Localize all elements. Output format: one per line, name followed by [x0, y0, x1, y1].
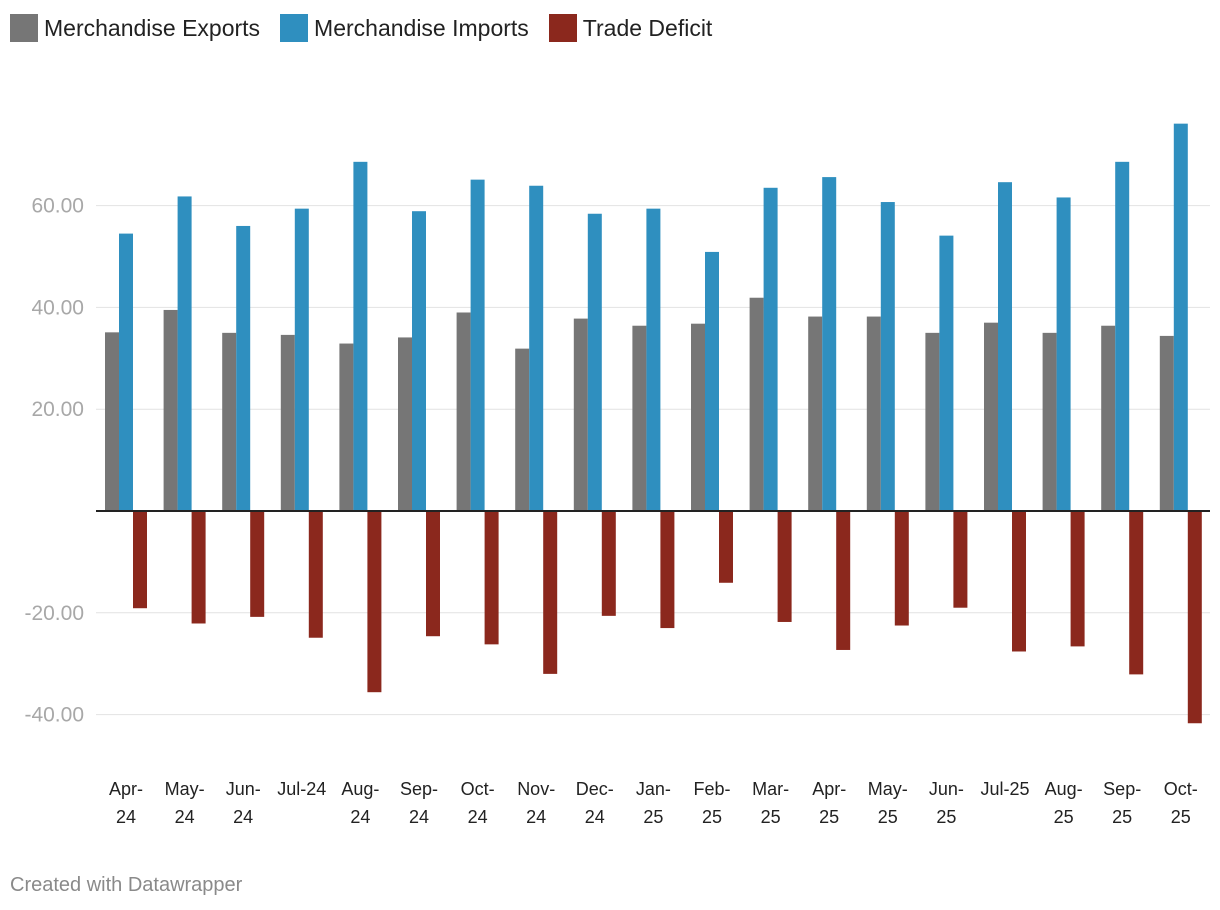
x-tick-label: Jul-24	[277, 779, 326, 799]
bar-trade-deficit	[484, 511, 499, 645]
bar-merchandise-exports	[573, 318, 588, 511]
bar-merchandise-exports	[925, 332, 940, 511]
x-tick-label: Nov-24	[517, 779, 555, 827]
legend-item-exports: Merchandise Exports	[10, 14, 260, 42]
bar-merchandise-exports	[280, 334, 295, 511]
bar-merchandise-imports	[646, 208, 661, 512]
bar-merchandise-imports	[587, 213, 602, 511]
x-tick-label: Jun-25	[929, 779, 964, 827]
bar-trade-deficit	[1187, 511, 1202, 724]
bar-trade-deficit	[543, 511, 558, 674]
bar-merchandise-imports	[353, 161, 368, 512]
bar-merchandise-imports	[177, 196, 192, 512]
legend-swatch-imports	[280, 14, 309, 42]
bar-merchandise-exports	[222, 332, 237, 511]
bar-merchandise-exports	[398, 337, 412, 511]
chart-legend: Merchandise Exports Merchandise Imports …	[10, 12, 732, 44]
bar-merchandise-imports	[412, 211, 426, 511]
bar-merchandise-exports	[984, 322, 998, 511]
bar-merchandise-imports	[529, 185, 544, 511]
legend-swatch-exports	[10, 14, 38, 42]
bar-merchandise-imports	[763, 187, 778, 511]
x-tick-label: Dec-24	[576, 779, 614, 827]
bar-merchandise-imports	[1056, 197, 1071, 511]
bar-merchandise-imports	[705, 251, 719, 511]
bar-trade-deficit	[836, 511, 851, 650]
bar-merchandise-exports	[1042, 332, 1057, 511]
bar-merchandise-exports	[163, 309, 178, 511]
bar-trade-deficit	[894, 511, 909, 626]
bar-merchandise-exports	[691, 323, 705, 511]
x-tick-label: Apr-25	[812, 779, 846, 827]
bar-merchandise-imports	[470, 179, 485, 512]
bar-merchandise-imports	[294, 208, 309, 512]
bar-trade-deficit	[1129, 511, 1144, 675]
bar-merchandise-exports	[632, 325, 647, 511]
bar-merchandise-exports	[456, 312, 471, 511]
x-tick-label: Sep-25	[1103, 779, 1141, 827]
credit-text: Created with Datawrapper	[10, 874, 243, 896]
bar-trade-deficit	[777, 511, 792, 622]
bar-merchandise-exports	[105, 332, 119, 511]
bar-merchandise-imports	[1173, 123, 1188, 511]
legend-label-exports: Merchandise Exports	[44, 14, 261, 41]
bar-trade-deficit	[308, 511, 323, 638]
bar-trade-deficit	[1070, 511, 1085, 647]
x-tick-label: Aug-25	[1045, 779, 1083, 827]
x-tick-label: Jun-24	[226, 779, 261, 827]
x-tick-label: Jan-25	[636, 779, 671, 827]
bar-merchandise-imports	[236, 225, 251, 511]
y-tick-label: 20.00	[31, 398, 84, 421]
bar-trade-deficit	[1012, 511, 1026, 652]
x-tick-label: Apr-24	[109, 779, 143, 827]
bar-trade-deficit	[426, 511, 440, 637]
bar-merchandise-exports	[515, 348, 530, 511]
x-tick-label: Aug-24	[341, 779, 379, 827]
bar-merchandise-imports	[1115, 161, 1130, 512]
bar-trade-deficit	[191, 511, 206, 624]
legend-label-deficit: Trade Deficit	[582, 14, 713, 41]
x-tick-label: Sep-24	[400, 779, 438, 827]
bar-merchandise-imports	[880, 202, 895, 512]
bar-merchandise-exports	[808, 316, 823, 511]
bar-merchandise-exports	[1101, 325, 1116, 511]
legend-item-deficit: Trade Deficit	[548, 14, 713, 42]
bar-merchandise-exports	[1159, 335, 1174, 511]
y-tick-label: 60.00	[31, 195, 84, 218]
bar-trade-deficit	[953, 511, 968, 608]
bar-merchandise-imports	[998, 182, 1012, 511]
bar-trade-deficit	[250, 511, 265, 617]
x-tick-label: May-24	[165, 779, 205, 827]
y-tick-label: -20.00	[24, 602, 84, 625]
bar-chart: -40.00 -20.00 20.00 40.00 60.00 Apr-24 May-24 J…	[24, 123, 1210, 827]
bar-merchandise-imports	[939, 235, 954, 512]
x-tick-label: Oct-25	[1164, 779, 1198, 827]
y-tick-label: -40.00	[24, 704, 84, 727]
bar-merchandise-imports	[119, 233, 133, 511]
bar-merchandise-exports	[866, 316, 881, 511]
x-tick-label: Mar-25	[752, 779, 789, 827]
legend-swatch-deficit	[548, 14, 577, 42]
bar-merchandise-imports	[822, 177, 837, 511]
x-tick-label: May-25	[868, 779, 908, 827]
bar-trade-deficit	[719, 511, 733, 583]
bar-merchandise-exports	[339, 343, 354, 511]
bar-merchandise-exports	[749, 297, 764, 511]
y-tick-label: 40.00	[31, 296, 84, 319]
bar-trade-deficit	[601, 511, 616, 616]
bar-trade-deficit	[660, 511, 675, 629]
legend-item-imports: Merchandise Imports	[280, 14, 529, 42]
bar-trade-deficit	[133, 511, 147, 609]
x-tick-label: Jul-25	[980, 779, 1029, 799]
legend-label-imports: Merchandise Imports	[314, 14, 529, 41]
x-tick-label: Oct-24	[461, 779, 495, 827]
bar-trade-deficit	[367, 511, 382, 693]
x-tick-label: Feb-25	[693, 779, 730, 827]
